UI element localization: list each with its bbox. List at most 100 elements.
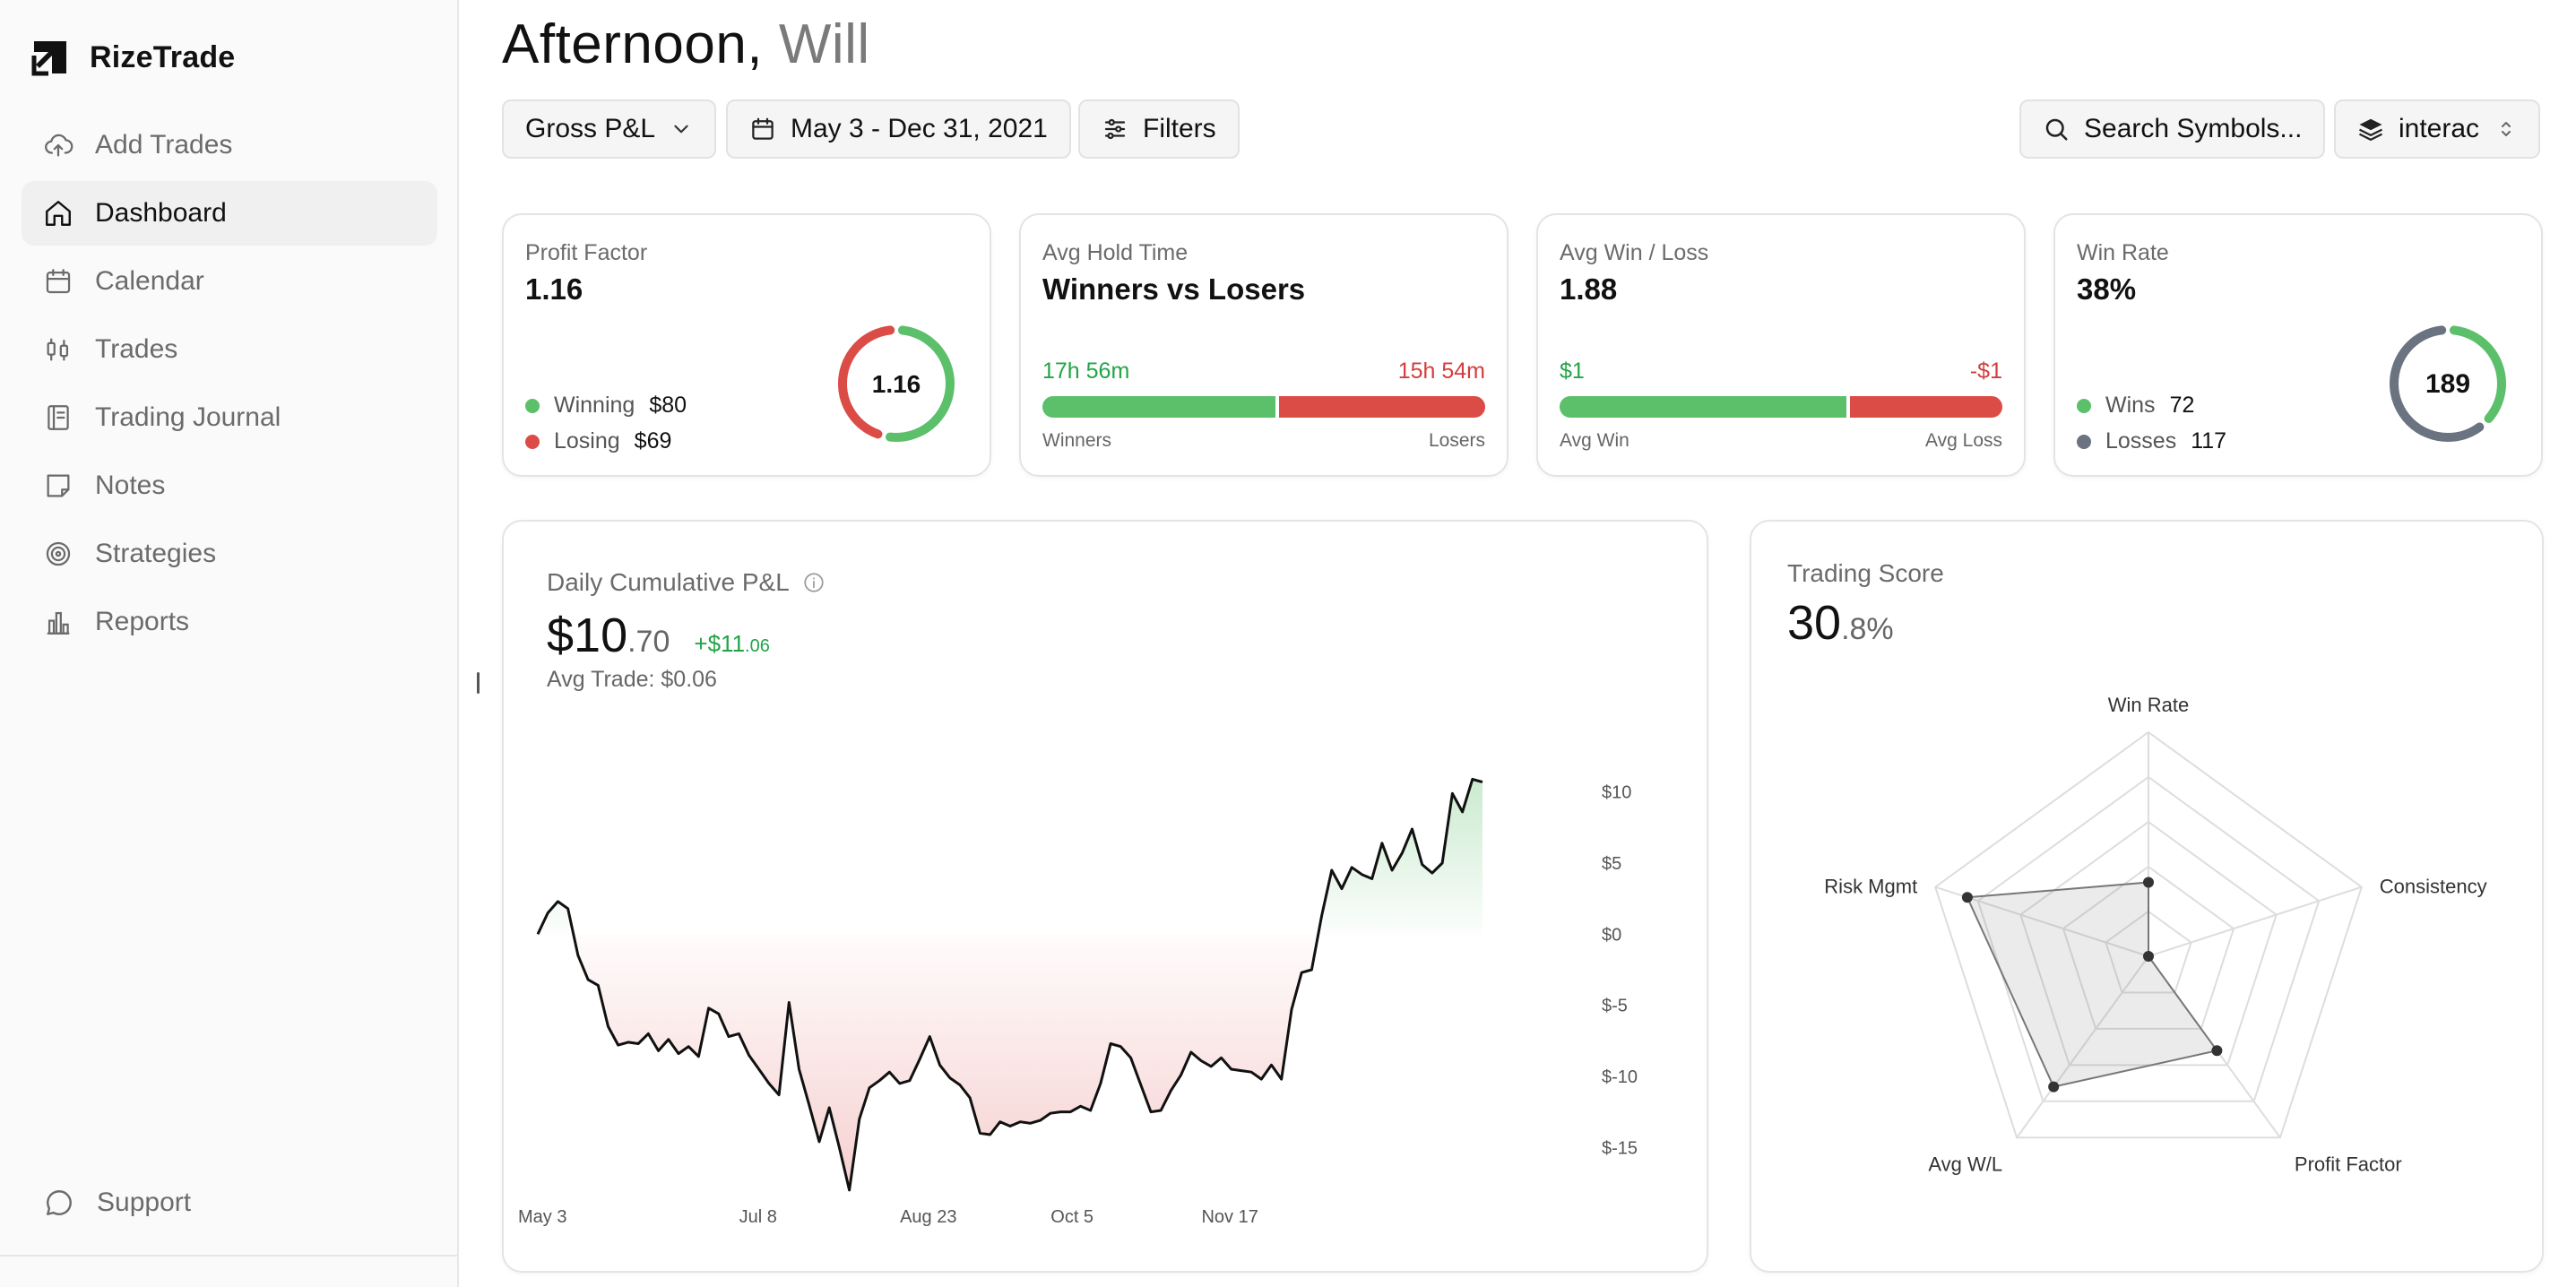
daily-cumulative-pnl-card: Daily Cumulative P&L $10.70 +$11.06 Avg … <box>502 520 1708 1273</box>
gauge-value: 189 <box>2425 369 2470 399</box>
gauge-losses-arc <box>2390 325 2506 442</box>
sliders-icon <box>1104 118 1126 140</box>
card-label: Avg Win / Loss <box>1560 240 1709 265</box>
trading-score-card: Trading Score 30.8% Win Rate Consistency P… <box>1750 520 2544 1273</box>
sidebar-resize-handle[interactable] <box>477 672 480 694</box>
radar-score-area <box>1966 881 2219 1088</box>
hold-time-bar <box>1042 396 1485 418</box>
avg-win-bar-segment <box>1560 396 1846 418</box>
delta-cents: .06 <box>745 636 770 656</box>
gauge-value: 1.16 <box>872 370 921 398</box>
avg-win-loss-card[interactable]: Avg Win / Loss 1.88 $1 -$1 Avg Win Avg L… <box>1536 213 2026 477</box>
cumulative-pnl-chart[interactable]: $10 $5 $0 $-5 $-10 $-15 May 3 Jul 8 Aug 23 Oct 5 N… <box>504 522 1710 1274</box>
radar-point <box>2048 1081 2060 1093</box>
note-icon <box>47 474 70 497</box>
brand[interactable]: RizeTrade <box>30 38 235 77</box>
trading-score-radar[interactable]: Win Rate Consistency Profit Factor Avg W/L R… <box>1751 522 2546 1274</box>
info-icon[interactable] <box>802 571 826 594</box>
sidebar-item-add-trades[interactable]: Add Trades <box>22 113 437 177</box>
support-label: Support <box>97 1188 192 1217</box>
winning-legend: Winning $80 <box>525 393 687 419</box>
radar-axis <box>2016 955 2149 1138</box>
sidebar-footer <box>0 1255 459 1287</box>
sidebar-item-strategies[interactable]: Strategies <box>22 522 437 586</box>
score-cents: .8% <box>1841 612 1894 646</box>
gray-dot-icon <box>2077 434 2091 449</box>
sidebar-item-calendar[interactable]: Calendar <box>22 249 437 314</box>
value-cents: .70 <box>627 625 670 659</box>
winners-hold-value: 17h 56m <box>1042 358 1130 384</box>
journal-icon <box>48 405 69 430</box>
radar-axis <box>2148 885 2363 957</box>
red-dot-icon <box>525 434 540 449</box>
pnl-line <box>536 777 1483 1192</box>
positive-area <box>538 779 1482 935</box>
profit-factor-card[interactable]: Profit Factor 1.16 Winning $80 Losing $6… <box>502 213 991 477</box>
radar-point <box>2143 951 2154 962</box>
calendar-icon <box>752 117 774 140</box>
cloud-upload-icon <box>45 134 73 157</box>
date-range-value: May 3 - Dec 31, 2021 <box>791 114 1048 143</box>
sidebar: RizeTrade Add Trades Dashboard Calendar … <box>0 0 459 1287</box>
radar-point <box>1961 892 1973 903</box>
avg-win-caption: Avg Win <box>1560 430 1629 451</box>
greeting-text: Afternoon, <box>502 13 764 75</box>
sidebar-item-label: Notes <box>95 471 166 500</box>
sidebar-item-label: Calendar <box>95 266 204 296</box>
losers-hold-value: 15h 54m <box>1397 358 1485 384</box>
account-select[interactable]: interac <box>2334 99 2540 159</box>
score-main: 30 <box>1787 596 1842 650</box>
gauge-losing-arc <box>838 325 955 442</box>
filters-button[interactable]: Filters <box>1078 99 1240 159</box>
support-link[interactable]: Support <box>43 1187 191 1219</box>
candlestick-icon <box>47 338 69 361</box>
y-tick-label: $-15 <box>1602 1138 1638 1158</box>
sidebar-item-label: Trading Journal <box>95 402 281 432</box>
x-tick-label: Oct 5 <box>1050 1207 1094 1227</box>
y-tick-label: $10 <box>1602 783 1631 803</box>
pnl-type-select[interactable]: Gross P&L <box>502 99 717 159</box>
wins-value: 72 <box>2169 393 2195 418</box>
win-rate-card[interactable]: Win Rate 38% Wins 72 Losses 117 189 <box>2053 213 2543 477</box>
search-symbols-button[interactable]: Search Symbols... <box>2019 99 2326 159</box>
radar-grid-ring <box>1976 775 2321 1102</box>
profit-factor-gauge: 1.16 <box>838 325 955 442</box>
losses-value: 117 <box>2191 428 2227 453</box>
search-symbols-label: Search Symbols... <box>2084 114 2303 143</box>
gauge-winning-arc <box>838 325 955 442</box>
sidebar-item-reports[interactable]: Reports <box>22 590 437 654</box>
losing-legend: Losing $69 <box>525 428 671 454</box>
chart-title: Daily Cumulative P&L <box>547 568 826 597</box>
losers-bar-segment <box>1278 396 1485 418</box>
wins-label: Wins <box>2105 393 2156 418</box>
sidebar-nav: Add Trades Dashboard Calendar Trades Tra… <box>22 113 437 658</box>
pnl-delta: +$11.06 <box>694 630 769 657</box>
losses-legend: Losses 117 <box>2077 428 2226 454</box>
brand-name: RizeTrade <box>90 39 236 74</box>
delta-main: +$11 <box>694 630 746 657</box>
date-range-button[interactable]: May 3 - Dec 31, 2021 <box>726 99 1071 159</box>
radar-axis-label: Win Rate <box>2108 694 2189 716</box>
x-tick-label: May 3 <box>518 1207 566 1227</box>
y-tick-label: $-10 <box>1602 1067 1638 1087</box>
sidebar-item-dashboard[interactable]: Dashboard <box>22 181 437 246</box>
y-tick-label: $-5 <box>1602 997 1628 1016</box>
sidebar-item-notes[interactable]: Notes <box>22 453 437 518</box>
avg-loss-caption: Avg Loss <box>1925 430 2002 451</box>
sidebar-item-label: Add Trades <box>95 130 233 160</box>
avg-hold-time-card[interactable]: Avg Hold Time Winners vs Losers 17h 56m … <box>1019 213 1508 477</box>
winners-bar-segment <box>1042 396 1275 418</box>
green-dot-icon <box>2077 398 2091 413</box>
bar-chart-icon <box>47 611 70 635</box>
winners-caption: Winners <box>1042 430 1112 451</box>
sidebar-item-label: Strategies <box>95 539 217 568</box>
sidebar-item-trading-journal[interactable]: Trading Journal <box>22 385 437 450</box>
chart-title-text: Daily Cumulative P&L <box>547 568 790 596</box>
losing-label: Losing <box>554 428 620 453</box>
gauge-wins-arc <box>2390 325 2506 442</box>
rizetrade-logo-icon <box>31 41 66 76</box>
radar-grid-ring <box>2062 865 2235 1030</box>
avg-loss-value: -$1 <box>1969 358 2002 384</box>
sidebar-item-trades[interactable]: Trades <box>22 317 437 382</box>
layers-icon <box>2358 118 2383 142</box>
